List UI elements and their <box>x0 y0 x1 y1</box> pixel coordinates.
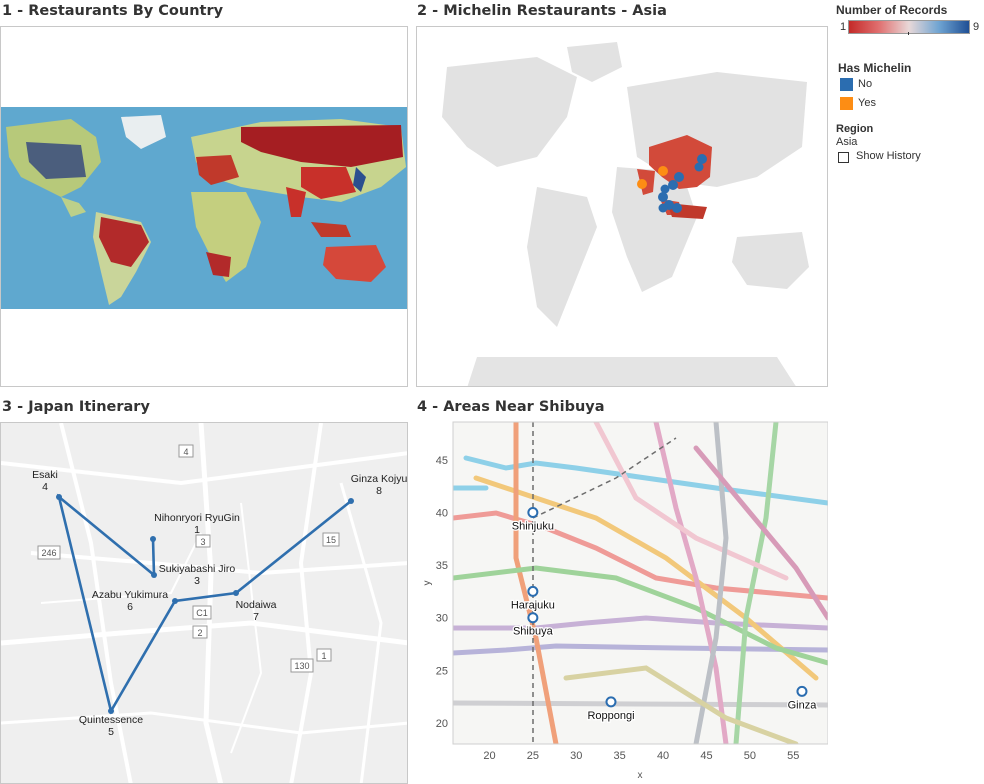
michelin-dot-taiwan[interactable] <box>660 184 670 194</box>
point-label-roppongi: Roppongi <box>587 710 634 722</box>
michelin-asia-map[interactable] <box>416 26 828 387</box>
legend-region-title: Region <box>836 123 874 135</box>
michelin-dot-china-yes[interactable] <box>658 166 668 176</box>
stop-dot-yukimura[interactable] <box>172 598 178 604</box>
x-tick-label: 25 <box>527 750 539 762</box>
country-china[interactable] <box>301 167 356 199</box>
y-tick-label: 25 <box>436 665 448 677</box>
road-label-130: 130 <box>294 661 309 671</box>
records-gradient-bar <box>848 20 970 34</box>
michelin-dot-china[interactable] <box>674 172 684 182</box>
stop-order-jiro: 3 <box>194 575 200 587</box>
transit-map-background <box>453 422 828 744</box>
y-tick-label: 20 <box>436 718 448 730</box>
legend-records-min: 1 <box>840 21 847 33</box>
michelin-dot-malaysia[interactable] <box>672 203 682 213</box>
x-tick-label: 50 <box>744 750 756 762</box>
point-label-shinjuku: Shinjuku <box>512 520 554 532</box>
panel-title-michelin-asia: 2 - Michelin Restaurants - Asia <box>417 3 667 19</box>
stop-order-ryugin: 1 <box>194 524 200 536</box>
restaurants-by-country-map[interactable] <box>0 26 408 387</box>
plot-border <box>452 421 828 745</box>
stop-dot-nodaiwa[interactable] <box>233 590 239 596</box>
y-tick-label: 40 <box>436 507 448 519</box>
stop-label-ryugin: Nihonryori RyuGin <box>154 512 240 524</box>
point-label-harajuku: Harajuku <box>511 599 555 611</box>
itinerary-svg: 4 246 15 3 C1 2 1 130 Esaki 4 Nihonryori… <box>1 423 408 783</box>
michelin-dot-thailand[interactable] <box>658 203 668 213</box>
stop-label-esaki: Esaki <box>32 469 58 481</box>
world-grey-map <box>417 27 827 386</box>
x-tick-label: 45 <box>700 750 712 762</box>
x-tick-label: 40 <box>657 750 669 762</box>
legend-yes-swatch[interactable] <box>840 97 853 110</box>
road-label-4: 4 <box>183 447 188 457</box>
panel-title-japan-itinerary: 3 - Japan Itinerary <box>2 399 150 415</box>
x-tick-label: 20 <box>483 750 495 762</box>
stop-order-esaki: 4 <box>42 481 48 493</box>
road-label-15: 15 <box>326 535 336 545</box>
legend-region-value: Asia <box>836 136 858 148</box>
point-shibuya[interactable] <box>527 612 539 624</box>
point-shinjuku[interactable] <box>527 506 539 518</box>
country-russia[interactable] <box>241 125 403 167</box>
point-label-ginza: Ginza <box>788 699 818 711</box>
legend-records-max: 9 <box>973 21 980 33</box>
panel-title-areas-near-shibuya: 4 - Areas Near Shibuya <box>417 399 605 415</box>
stop-dot-ryugin[interactable] <box>150 536 156 542</box>
country-australia[interactable] <box>323 245 386 282</box>
michelin-dot-korea[interactable] <box>697 154 707 164</box>
y-tick-label: 35 <box>436 560 448 572</box>
stop-order-quintessence: 5 <box>108 726 114 738</box>
legend-no-swatch[interactable] <box>840 78 853 91</box>
road-label-246: 246 <box>41 548 56 558</box>
stop-order-nodaiwa: 7 <box>253 611 259 623</box>
legend-yes-label[interactable]: Yes <box>858 97 876 109</box>
point-label-shibuya: Shibuya <box>513 626 554 638</box>
world-relief-map <box>1 107 407 309</box>
show-history-label[interactable]: Show History <box>856 150 921 162</box>
y-axis-label: y <box>422 581 433 586</box>
road-label-1: 1 <box>321 651 326 661</box>
stop-label-nodaiwa: Nodaiwa <box>236 599 277 611</box>
x-tick-label: 55 <box>787 750 799 762</box>
stop-label-yukimura: Azabu Yukimura <box>92 589 168 601</box>
chart-points: Shinjuku Harajuku Shibuya Roppongi Ginza <box>510 506 818 723</box>
road-label-c1: C1 <box>196 608 208 618</box>
point-ginza[interactable] <box>796 685 808 697</box>
areas-near-shibuya-chart[interactable]: 20 25 30 35 40 45 50 55 20 25 30 35 40 45 Shinjuku Har… <box>416 418 828 784</box>
y-tick-label: 30 <box>436 613 448 625</box>
road-label-2: 2 <box>197 628 202 638</box>
stop-dot-esaki[interactable] <box>56 494 62 500</box>
michelin-dot-japan[interactable] <box>694 162 704 172</box>
x-axis-label: x <box>638 770 643 781</box>
stop-dot-ginza-kojyu[interactable] <box>348 498 354 504</box>
show-history-checkbox[interactable] <box>838 152 849 163</box>
michelin-dot-vietnam[interactable] <box>658 192 668 202</box>
legend-no-label[interactable]: No <box>858 78 873 90</box>
japan-itinerary-map[interactable]: 4 246 15 3 C1 2 1 130 Esaki 4 Nihonryori… <box>0 422 408 784</box>
point-roppongi[interactable] <box>605 696 617 708</box>
records-gradient-tick <box>908 32 909 35</box>
country-usa[interactable] <box>26 142 86 179</box>
michelin-dot-hk[interactable] <box>668 180 678 190</box>
x-tick-label: 35 <box>614 750 626 762</box>
chart-axes: 20 25 30 35 40 45 50 55 20 25 30 35 40 45 <box>436 455 800 762</box>
panel-title-restaurants-by-country: 1 - Restaurants By Country <box>2 3 224 19</box>
stop-label-quintessence: Quintessence <box>79 714 143 726</box>
point-harajuku[interactable] <box>527 585 539 597</box>
legend-michelin-title: Has Michelin <box>838 61 912 75</box>
y-tick-label: 45 <box>436 455 448 467</box>
stop-order-yukimura: 6 <box>127 601 133 613</box>
stop-dot-quintessence[interactable] <box>108 708 114 714</box>
road-label-3: 3 <box>200 537 205 547</box>
legend-records-title: Number of Records <box>836 3 948 17</box>
stop-label-jiro: Sukiyabashi Jiro <box>159 563 236 575</box>
michelin-dot-india[interactable] <box>637 179 647 189</box>
stop-label-ginza-kojyu: Ginza Kojyu <box>351 473 408 485</box>
stop-dot-jiro[interactable] <box>151 572 157 578</box>
country-brazil[interactable] <box>99 217 149 267</box>
x-tick-label: 30 <box>570 750 582 762</box>
stop-order-ginza-kojyu: 8 <box>376 485 382 497</box>
